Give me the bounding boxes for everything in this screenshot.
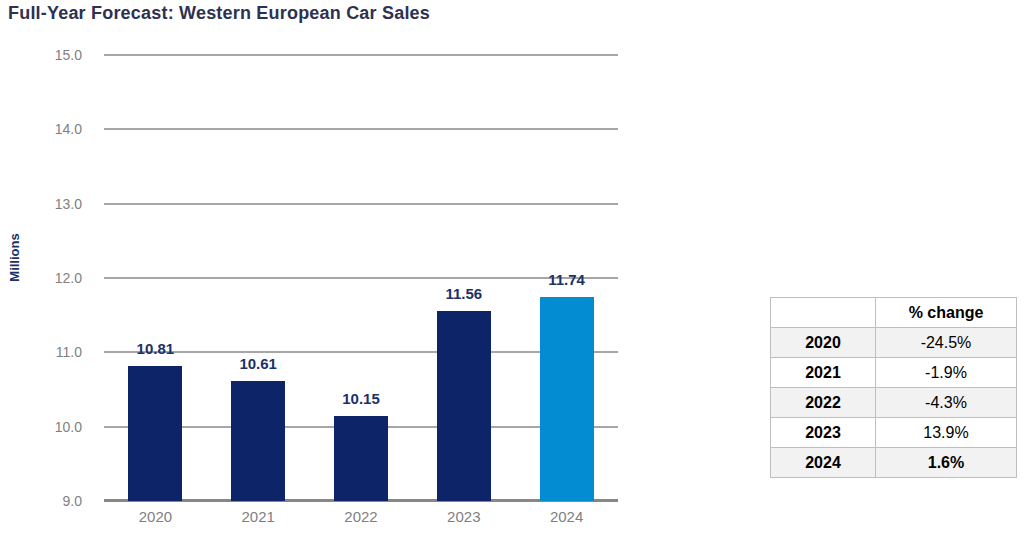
pct-change-cell: 1.6% <box>876 448 1017 478</box>
year-cell: 2023 <box>771 418 876 448</box>
gridline <box>104 203 618 205</box>
y-tick-label: 9.0 <box>34 492 82 510</box>
bar-2023 <box>437 311 491 501</box>
bar-value-label-2021: 10.61 <box>213 355 303 373</box>
year-cell: 2022 <box>771 388 876 418</box>
y-tick-label: 12.0 <box>34 269 82 287</box>
table-row-2024: 20241.6% <box>771 448 1017 478</box>
table-header-empty-cell <box>771 298 876 328</box>
y-tick-label: 15.0 <box>34 46 82 64</box>
y-tick-label: 14.0 <box>34 120 82 138</box>
pct-change-cell: -4.3% <box>876 388 1017 418</box>
bar-value-label-2023: 11.56 <box>419 285 509 303</box>
pct-change-table: % change2020-24.5%2021-1.9%2022-4.3%2023… <box>770 297 1017 478</box>
pct-change-cell: -1.9% <box>876 358 1017 388</box>
gridline <box>104 128 618 130</box>
y-tick-label: 10.0 <box>34 418 82 436</box>
x-tick-label-2023: 2023 <box>414 507 514 527</box>
bar-value-label-2022: 10.15 <box>316 390 406 408</box>
pct-change-cell: -24.5% <box>876 328 1017 358</box>
bar-2021 <box>231 381 285 501</box>
y-tick-label: 13.0 <box>34 195 82 213</box>
year-cell: 2024 <box>771 448 876 478</box>
bar-2022 <box>334 416 388 501</box>
table-row-2021: 2021-1.9% <box>771 358 1017 388</box>
y-axis-title: Millions <box>7 222 22 294</box>
report-page: Full-Year Forecast: Western European Car… <box>0 0 1024 537</box>
bar-2024 <box>540 297 594 501</box>
table-row-2020: 2020-24.5% <box>771 328 1017 358</box>
table-row-2022: 2022-4.3% <box>771 388 1017 418</box>
x-tick-label-2021: 2021 <box>208 507 308 527</box>
year-cell: 2020 <box>771 328 876 358</box>
y-tick-label: 11.0 <box>34 343 82 361</box>
pct-change-cell: 13.9% <box>876 418 1017 448</box>
table-row-2023: 202313.9% <box>771 418 1017 448</box>
table-header-row: % change <box>771 298 1017 328</box>
x-tick-label-2022: 2022 <box>311 507 411 527</box>
bar-value-label-2024: 11.74 <box>522 271 612 289</box>
chart-title: Full-Year Forecast: Western European Car… <box>8 3 430 24</box>
table-header-pct-change: % change <box>876 298 1017 328</box>
bar-chart-plot-area: 10.81 10.61 10.15 11.56 11.74 <box>104 55 618 501</box>
x-tick-label-2024: 2024 <box>517 507 617 527</box>
bar-2020 <box>128 366 182 501</box>
x-tick-label-2020: 2020 <box>105 507 205 527</box>
year-cell: 2021 <box>771 358 876 388</box>
gridline <box>104 54 618 56</box>
bar-value-label-2020: 10.81 <box>110 340 200 358</box>
